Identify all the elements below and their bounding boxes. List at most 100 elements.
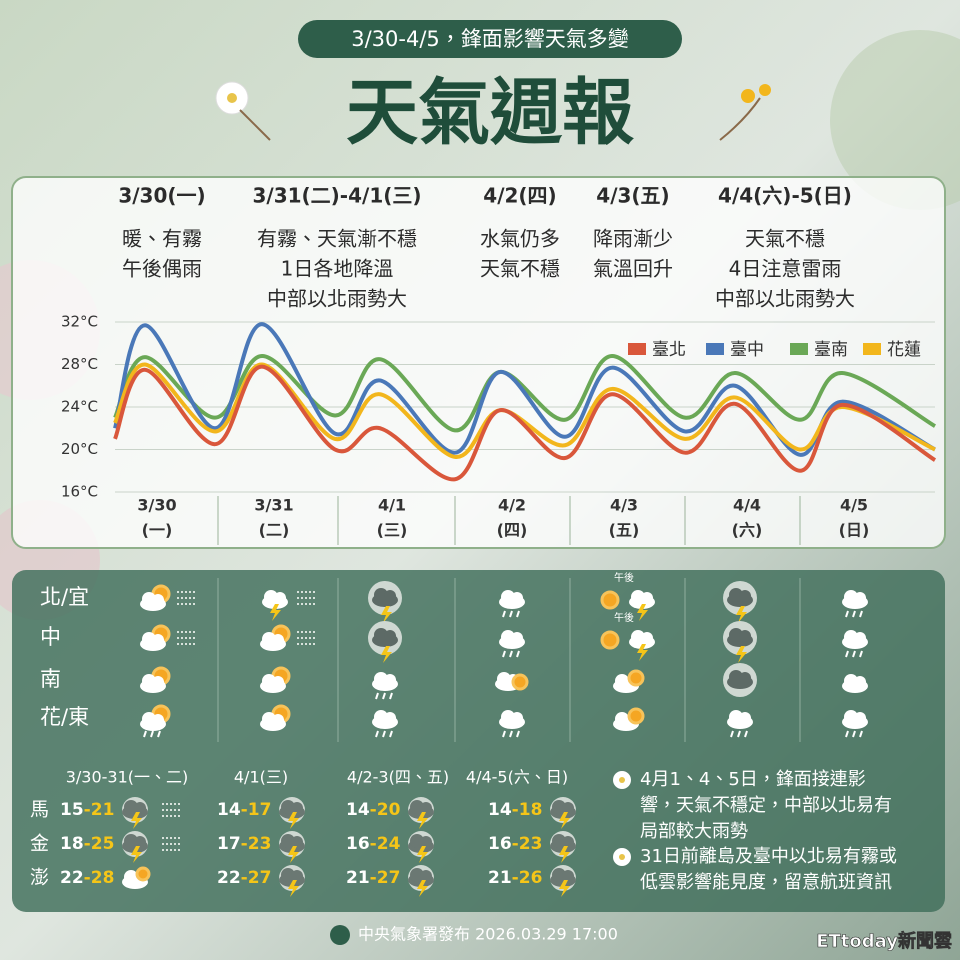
bolt-icon bbox=[637, 644, 648, 661]
cloud-icon bbox=[727, 710, 753, 729]
cloud-part bbox=[615, 674, 629, 688]
summary-date: 3/31(二)-4/1(三) bbox=[252, 184, 421, 208]
cloud-icon bbox=[122, 834, 148, 853]
cloud-part bbox=[420, 802, 432, 814]
summary-line: 暖、有霧 bbox=[122, 227, 202, 251]
bolt-icon bbox=[131, 812, 142, 829]
rain-drop bbox=[157, 730, 161, 738]
cloud-part bbox=[844, 590, 858, 604]
cloud-icon bbox=[408, 868, 434, 887]
temp-range: 21-27 bbox=[346, 868, 400, 888]
cloud-part bbox=[272, 634, 284, 646]
cloud-part bbox=[729, 710, 743, 724]
cloud-part bbox=[420, 836, 432, 848]
cloud-icon bbox=[260, 674, 286, 693]
x-tick-sublabel: (六) bbox=[732, 521, 763, 540]
bolt-icon bbox=[637, 604, 648, 621]
temp-range: 18-25 bbox=[60, 834, 114, 854]
temp-low: 21 bbox=[346, 868, 370, 888]
cloud-part bbox=[501, 710, 515, 724]
x-tick-sublabel: (四) bbox=[497, 521, 528, 540]
rain-drop bbox=[852, 650, 856, 658]
temp-high: 27 bbox=[248, 868, 272, 888]
agency-logo bbox=[330, 925, 350, 945]
cloud-part bbox=[124, 834, 138, 848]
temp-low: 15 bbox=[60, 800, 84, 820]
cloud-icon bbox=[279, 868, 305, 887]
bolt-icon bbox=[131, 846, 142, 863]
cloud-part bbox=[511, 712, 523, 724]
cloud-part bbox=[844, 674, 858, 688]
cloud-part bbox=[142, 712, 156, 726]
temp-low: 21 bbox=[488, 868, 512, 888]
legend-swatch bbox=[790, 343, 808, 355]
cloud-part bbox=[552, 868, 566, 882]
rain-drop bbox=[382, 730, 386, 738]
cloud-part bbox=[615, 712, 629, 726]
bolt-icon bbox=[270, 604, 281, 621]
rain-drop bbox=[509, 610, 513, 618]
cloud-part bbox=[142, 674, 156, 688]
bolt-icon bbox=[559, 880, 570, 897]
cloud-icon bbox=[629, 590, 655, 609]
rain-drop bbox=[859, 610, 863, 618]
x-tick-label: 4/2 bbox=[498, 496, 526, 515]
legend-label: 臺北 bbox=[652, 340, 686, 360]
rain-drop bbox=[845, 650, 849, 658]
rain-drop bbox=[730, 730, 734, 738]
cloud-part bbox=[291, 836, 303, 848]
cloud-icon bbox=[260, 712, 286, 731]
legend-swatch bbox=[706, 343, 724, 355]
temperature-line bbox=[113, 364, 937, 482]
rain-drop bbox=[375, 730, 379, 738]
cloud-part bbox=[641, 592, 653, 604]
cloud-icon bbox=[262, 590, 288, 609]
cloud-part bbox=[281, 834, 295, 848]
temp-high: 23 bbox=[519, 834, 543, 854]
rain-drop bbox=[382, 692, 386, 700]
region-label: 中 bbox=[40, 625, 61, 649]
icon-note: 午後 bbox=[614, 611, 634, 624]
cloud-part bbox=[262, 674, 276, 688]
summary-line: 有霧、天氣漸不穩 bbox=[257, 227, 417, 251]
summary-date: 3/30(一) bbox=[118, 184, 205, 208]
temp-high: 27 bbox=[377, 868, 401, 888]
temp-separator: - bbox=[512, 800, 519, 820]
x-tick-label: 3/31 bbox=[254, 496, 293, 515]
cloud-part bbox=[374, 588, 388, 602]
cloud-part bbox=[410, 834, 424, 848]
x-tick-label: 4/5 bbox=[840, 496, 868, 515]
rain-drop bbox=[845, 610, 849, 618]
temp-range: 17-23 bbox=[217, 834, 271, 854]
cloud-part bbox=[739, 672, 751, 684]
y-tick-label: 20°C bbox=[61, 440, 98, 458]
icon-note: 午後 bbox=[614, 571, 634, 584]
rain-drop bbox=[389, 692, 393, 700]
cloud-part bbox=[739, 712, 751, 724]
rain-drop bbox=[509, 650, 513, 658]
cloud-part bbox=[281, 800, 295, 814]
cloud-part bbox=[854, 632, 866, 644]
cloud-icon bbox=[408, 800, 434, 819]
cloud-part bbox=[631, 630, 645, 644]
island-label: 金 bbox=[30, 833, 49, 855]
rain-drop bbox=[737, 730, 741, 738]
island-label: 澎 bbox=[30, 867, 49, 889]
cloud-icon bbox=[372, 588, 398, 607]
temp-separator: - bbox=[370, 834, 377, 854]
cloud-part bbox=[291, 870, 303, 882]
cloud-part bbox=[152, 676, 164, 688]
temp-low: 16 bbox=[488, 834, 512, 854]
legend-label: 臺南 bbox=[814, 340, 848, 360]
cloud-icon bbox=[727, 670, 753, 689]
issuer: 中央氣象署發布 2026.03.29 17:00 bbox=[358, 925, 618, 944]
foliage-decoration bbox=[830, 30, 960, 210]
cloud-part bbox=[134, 836, 146, 848]
summary-line: 中部以北雨勢大 bbox=[267, 287, 407, 311]
temp-high: 21 bbox=[91, 800, 115, 820]
temp-low: 22 bbox=[217, 868, 241, 888]
cloud-icon bbox=[550, 800, 576, 819]
note-line: 響，天氣不穩定，中部以北易有 bbox=[640, 795, 892, 816]
